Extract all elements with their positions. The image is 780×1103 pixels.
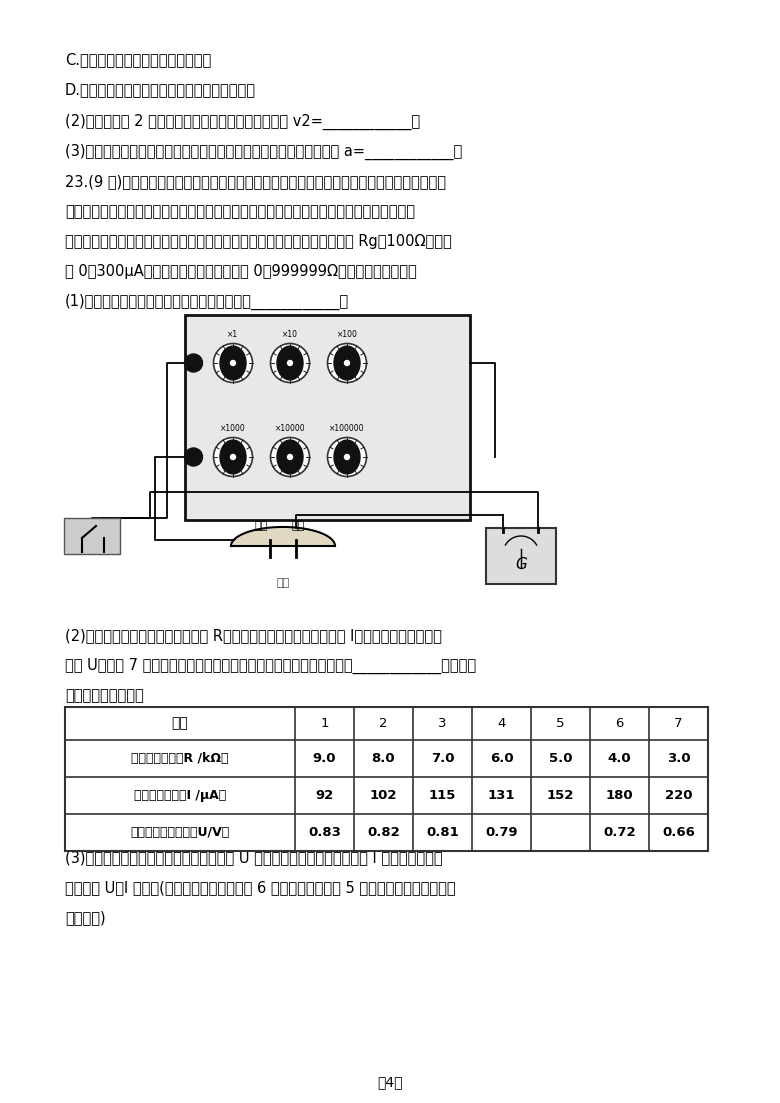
Text: 2: 2 [379, 717, 388, 730]
Circle shape [328, 343, 367, 383]
Text: 23.(9 分)华宁某中学的物理研究性学习小组在国庆节放假期向利用铜片、锌片和家乡盛产的橙: 23.(9 分)华宁某中学的物理研究性学习小组在国庆节放假期向利用铜片、锌片和家… [65, 174, 446, 189]
Text: D.本实验需要满足钩码质量远远小于物块的质量: D.本实验需要满足钩码质量远远小于物块的质量 [65, 82, 256, 97]
Text: 7: 7 [674, 717, 682, 730]
Text: 电流表的读数（I /μA）: 电流表的读数（I /μA） [134, 789, 226, 802]
FancyBboxPatch shape [185, 315, 470, 520]
Text: 5.0: 5.0 [549, 752, 573, 765]
Text: (3)根据这些数据，选取电阻箱两端的电压 U 为纵坐标，灵敏电流表的读数 I 为横坐标，在下: (3)根据这些数据，选取电阻箱两端的电压 U 为纵坐标，灵敏电流表的读数 I 为… [65, 850, 442, 865]
Text: ×1: ×1 [228, 330, 239, 339]
Text: ×100: ×100 [336, 330, 357, 339]
Text: 0.72: 0.72 [603, 826, 636, 839]
Text: 180: 180 [606, 789, 633, 802]
Text: 0.83: 0.83 [308, 826, 341, 839]
Text: 橙子: 橙子 [276, 578, 289, 588]
Bar [65, 707, 708, 852]
Text: 正极: 正极 [292, 521, 305, 531]
Text: 220: 220 [665, 789, 693, 802]
Text: (2)开关闭合后，调节电阻箱的阻值 R，读出对应的灵敏电流表的读数 I，计算出电阻箱两端的: (2)开关闭合后，调节电阻箱的阻值 R，读出对应的灵敏电流表的读数 I，计算出电… [65, 628, 442, 643]
Text: 4.0: 4.0 [608, 752, 631, 765]
Circle shape [271, 343, 310, 383]
Ellipse shape [220, 440, 246, 474]
Text: 结果保留两位小数）: 结果保留两位小数） [65, 688, 144, 703]
Text: 7.0: 7.0 [431, 752, 454, 765]
Text: 92: 92 [315, 789, 334, 802]
Circle shape [185, 448, 203, 465]
Text: 0.79: 0.79 [485, 826, 518, 839]
Text: 利用如图所示的电路测量这种电池的内阻和电动势。图中灵敏电流表的内阻 Rg＝100Ω，量程: 利用如图所示的电路测量这种电池的内阻和电动势。图中灵敏电流表的内阻 Rg＝100… [65, 234, 452, 249]
Text: 3.0: 3.0 [667, 752, 690, 765]
Text: 4: 4 [498, 717, 505, 730]
Circle shape [345, 454, 349, 460]
Text: ×10: ×10 [282, 330, 298, 339]
Text: 115: 115 [429, 789, 456, 802]
Ellipse shape [220, 346, 246, 379]
Text: 0.81: 0.81 [426, 826, 459, 839]
Ellipse shape [277, 440, 303, 474]
Text: 9.0: 9.0 [313, 752, 336, 765]
Text: G: G [515, 557, 527, 571]
Circle shape [231, 454, 236, 460]
Text: 6.0: 6.0 [490, 752, 513, 765]
Text: ×1000: ×1000 [220, 424, 246, 433]
Text: 画出图线): 画出图线) [65, 910, 105, 925]
Circle shape [231, 361, 236, 365]
Circle shape [328, 438, 367, 476]
Text: 131: 131 [488, 789, 516, 802]
Text: 电阻箱两端的电压（U/V）: 电阻箱两端的电压（U/V） [130, 826, 229, 839]
Text: 电阻箱的读数（R /kΩ）: 电阻箱的读数（R /kΩ） [131, 752, 229, 765]
Text: 电压 U，得到 7 组数据并记录在下表中，其中表格中空格处的数据应填____________；（计算: 电压 U，得到 7 组数据并记录在下表中，其中表格中空格处的数据应填______… [65, 658, 476, 674]
FancyBboxPatch shape [486, 528, 556, 583]
Text: 负极: 负极 [254, 521, 268, 531]
Text: 0.66: 0.66 [662, 826, 695, 839]
Ellipse shape [334, 440, 360, 474]
Text: 3: 3 [438, 717, 447, 730]
Text: (3)为了充分利用记录数据，减小误差，小车加速度大小的计算式应为 a=____________。: (3)为了充分利用记录数据，减小误差，小车加速度大小的计算式应为 a=_____… [65, 144, 463, 160]
Text: (2)打下计数点 2 时，纸带的瞬时速度大小的计算式为 v2=____________；: (2)打下计数点 2 时，纸带的瞬时速度大小的计算式为 v2=_________… [65, 114, 420, 130]
Ellipse shape [277, 346, 303, 379]
Polygon shape [233, 529, 333, 546]
Text: ×100000: ×100000 [329, 424, 365, 433]
Bar [64, 518, 120, 554]
Text: C.应把打点计时器连接在交流电源上: C.应把打点计时器连接在交流电源上 [65, 52, 211, 67]
Text: 152: 152 [547, 789, 574, 802]
Text: 6: 6 [615, 717, 624, 730]
Circle shape [214, 438, 253, 476]
Text: 0.82: 0.82 [367, 826, 400, 839]
Text: 5: 5 [556, 717, 565, 730]
Circle shape [214, 343, 253, 383]
Circle shape [288, 454, 292, 460]
Text: 图中做出 U－I 图线。(图中已经描出了其中的 6 组数据点，请把第 5 组的数据点描在图上，并: 图中做出 U－I 图线。(图中已经描出了其中的 6 组数据点，请把第 5 组的数… [65, 880, 456, 895]
Ellipse shape [334, 346, 360, 379]
Text: 组别: 组别 [172, 717, 189, 730]
Text: 8.0: 8.0 [372, 752, 395, 765]
Circle shape [271, 438, 310, 476]
Text: 102: 102 [370, 789, 397, 802]
Text: 为 0～300μA，电阻箱阻值的变化范围为 0－999999Ω。请回答以下问题。: 为 0～300μA，电阻箱阻值的变化范围为 0－999999Ω。请回答以下问题。 [65, 264, 417, 279]
Text: ×10000: ×10000 [275, 424, 305, 433]
Text: (1)为保护电路不被损坏，在闭合开关前，应先____________；: (1)为保护电路不被损坏，在闭合开关前，应先____________； [65, 295, 349, 310]
Circle shape [288, 361, 292, 365]
Circle shape [345, 361, 349, 365]
Text: 子制作了橙子电池。他们在橙子中相隔一定距离插入铜片和锌片作为电池的正极和负极，再: 子制作了橙子电池。他们在橙子中相隔一定距离插入铜片和锌片作为电池的正极和负极，再 [65, 204, 415, 219]
Circle shape [185, 354, 203, 372]
Text: 1: 1 [321, 717, 328, 730]
Text: －4－: －4－ [378, 1075, 402, 1089]
